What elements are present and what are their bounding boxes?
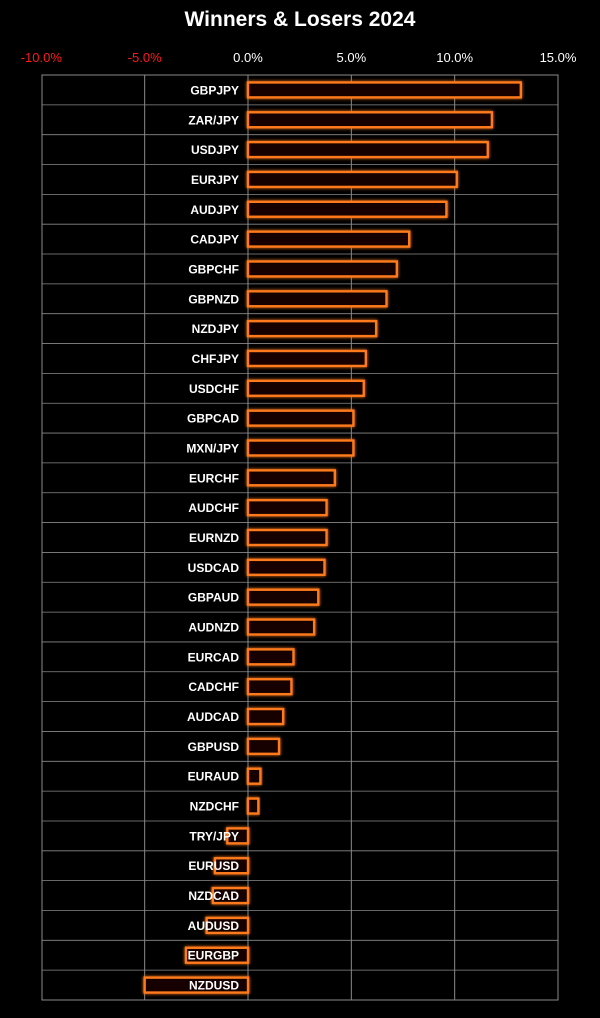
bar-zarjpy	[246, 111, 494, 129]
bar-gbpcad	[246, 409, 355, 427]
x-tick-label: -10.0%	[21, 50, 63, 65]
category-label: MXN/JPY	[186, 441, 239, 455]
category-label: EURCAD	[188, 650, 240, 664]
category-label: GBPCHF	[188, 262, 239, 276]
x-tick-label: 5.0%	[337, 50, 367, 65]
bars-layer	[143, 81, 522, 994]
bar-audjpy	[246, 200, 448, 218]
x-tick-label: -5.0%	[128, 50, 162, 65]
bar-euraud	[246, 767, 262, 785]
category-label: CHFJPY	[192, 352, 239, 366]
x-axis-ticks: -10.0% -5.0% 0.0% 5.0% 10.0% 15.0%	[21, 50, 577, 65]
x-tick-label: 15.0%	[540, 50, 577, 65]
category-label: EURCHF	[189, 471, 239, 485]
bar-mxnjpy	[246, 439, 355, 457]
bar-eurcad	[246, 648, 295, 666]
category-label: AUDCAD	[187, 710, 239, 724]
category-label: NZDCAD	[188, 889, 239, 903]
bar-usdcad	[246, 558, 326, 576]
bar-gbpnzd	[246, 290, 388, 308]
category-label: ZAR/JPY	[188, 113, 239, 127]
category-label: NZDCHF	[190, 800, 239, 814]
bar-audnzd	[246, 618, 316, 636]
bar-gbpusd	[246, 737, 281, 756]
category-labels: GBPJPY ZAR/JPY USDJPY EURJPY AUDJPY CADJPY GBP…	[186, 83, 239, 992]
bar-audcad	[246, 707, 285, 726]
category-label: GBPJPY	[190, 83, 239, 97]
bar-gbpaud	[246, 588, 320, 606]
category-label: AUDUSD	[188, 919, 240, 933]
x-tick-label: 10.0%	[436, 50, 473, 65]
category-label: EURJPY	[191, 173, 239, 187]
category-label: USDCHF	[189, 382, 239, 396]
bar-eurnzd	[246, 528, 328, 547]
grid-layer	[41, 74, 559, 1001]
bar-cadchf	[246, 678, 293, 696]
category-label: EURUSD	[188, 859, 239, 873]
category-label: TRY/JPY	[189, 829, 239, 843]
bar-nzdjpy	[246, 319, 378, 338]
bar-tryjpy	[226, 827, 250, 845]
bar-gbpjpy	[246, 81, 522, 99]
category-label: AUDJPY	[190, 203, 239, 217]
category-label: CADJPY	[190, 233, 239, 247]
category-label: GBPNZD	[188, 292, 239, 306]
bar-eurchf	[246, 469, 337, 487]
x-tick-label: 0.0%	[233, 50, 263, 65]
bar-usdchf	[246, 379, 365, 397]
bar-cadjpy	[246, 230, 411, 248]
bar-usdjpy	[246, 140, 489, 159]
category-label: AUDNZD	[188, 621, 239, 635]
category-label: NZDUSD	[189, 979, 239, 993]
category-label: EURNZD	[189, 531, 239, 545]
plot-frame	[41, 74, 559, 1001]
category-label: EURAUD	[188, 770, 240, 784]
category-label: AUDCHF	[188, 501, 239, 515]
bar-audchf	[246, 499, 328, 517]
category-label: USDJPY	[191, 143, 239, 157]
bar-eurusd	[213, 857, 250, 875]
bar-nzdcad	[211, 886, 250, 905]
category-label: EURGBP	[188, 949, 239, 963]
category-label: CADCHF	[188, 680, 239, 694]
bar-chfjpy	[246, 349, 368, 368]
category-label: USDCAD	[188, 561, 240, 575]
category-label: GBPAUD	[188, 591, 239, 605]
category-label: GBPCAD	[187, 412, 239, 426]
bar-audusd	[205, 916, 250, 935]
bar-gbpchf	[246, 260, 399, 278]
chart-title: Winners & Losers 2024	[184, 8, 416, 31]
bar-nzdusd	[143, 976, 250, 994]
category-label: GBPUSD	[188, 740, 240, 754]
category-label: NZDJPY	[192, 322, 239, 336]
bar-eurjpy	[246, 170, 458, 189]
bar-eurgbp	[184, 946, 250, 964]
bar-nzdchf	[246, 797, 260, 815]
